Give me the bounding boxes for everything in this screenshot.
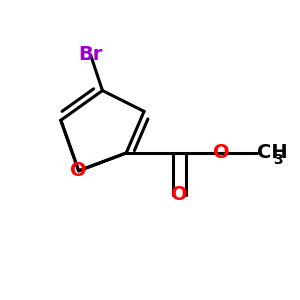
Text: O: O (70, 161, 87, 180)
Text: O: O (171, 185, 188, 204)
Text: O: O (213, 143, 230, 163)
Text: Br: Br (78, 45, 103, 64)
Text: 3: 3 (273, 153, 283, 167)
Text: CH: CH (257, 143, 288, 163)
